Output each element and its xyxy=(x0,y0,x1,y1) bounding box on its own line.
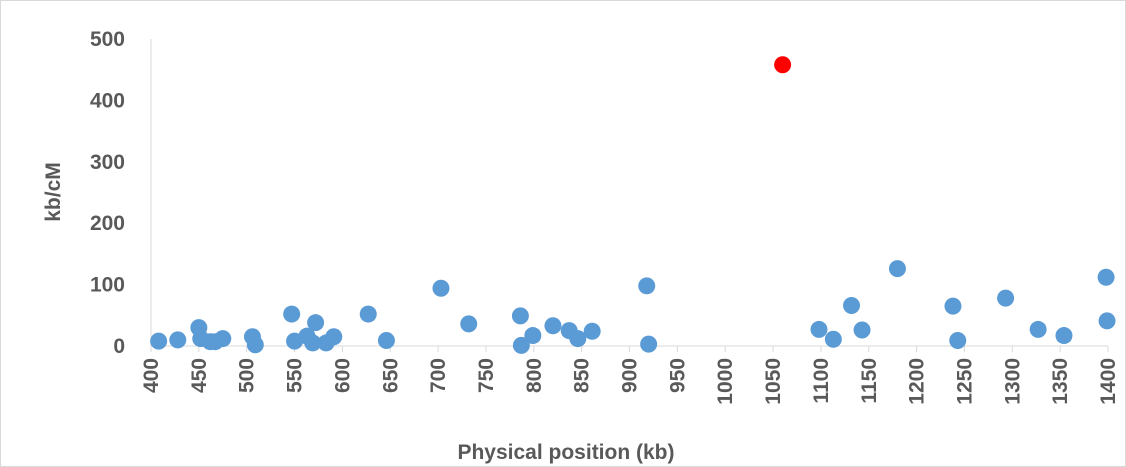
data-point xyxy=(853,321,871,339)
x-tick-label: 700 xyxy=(427,358,450,393)
data-point xyxy=(304,334,322,352)
y-axis-ticks: 0 100 200 300 400 500 xyxy=(90,28,125,358)
data-point xyxy=(640,335,658,353)
data-point xyxy=(359,305,377,323)
plot-area: 0 100 200 300 400 500 400 450 500 550 600 650 700 75… xyxy=(90,28,1120,405)
data-point xyxy=(307,314,325,332)
x-tick-label: 750 xyxy=(475,358,498,393)
x-tick-label: 1050 xyxy=(762,358,785,405)
data-point xyxy=(377,331,395,349)
y-tick-label: 500 xyxy=(90,28,125,51)
data-point xyxy=(524,327,542,345)
data-point xyxy=(1029,320,1047,338)
x-axis-title: Physical position (kb) xyxy=(457,441,674,464)
x-tick-label: 1300 xyxy=(1001,358,1024,405)
x-tick-label: 1400 xyxy=(1097,358,1120,405)
data-point xyxy=(460,315,478,333)
x-tick-label: 1350 xyxy=(1049,358,1072,405)
data-point xyxy=(544,317,562,335)
data-points xyxy=(150,56,1116,354)
data-point xyxy=(150,332,168,350)
data-point xyxy=(810,320,828,338)
data-point xyxy=(1097,268,1115,286)
x-tick-label: 900 xyxy=(619,358,642,393)
x-tick-label: 850 xyxy=(571,358,594,393)
x-tick-label: 450 xyxy=(188,358,211,393)
data-point xyxy=(1098,312,1116,330)
x-tick-label: 500 xyxy=(236,358,259,393)
data-point xyxy=(583,322,601,340)
x-tick-label: 1150 xyxy=(858,358,881,404)
data-point xyxy=(432,279,450,297)
data-point xyxy=(283,305,301,323)
x-tick-label: 1250 xyxy=(953,358,976,405)
data-point xyxy=(214,330,232,348)
x-tick-label: 1000 xyxy=(714,358,737,405)
data-point xyxy=(246,336,264,354)
data-point xyxy=(949,331,967,349)
data-point xyxy=(511,307,529,325)
x-axis-ticks: 400 450 500 550 600 650 700 750 800 850 900 950 1000… xyxy=(140,346,1120,405)
data-point xyxy=(997,289,1015,307)
x-tick-label: 1200 xyxy=(906,358,929,405)
x-tick-label: 550 xyxy=(284,358,307,393)
data-point xyxy=(569,330,587,348)
y-axis-title: kb/cM xyxy=(42,162,65,222)
x-tick-label: 600 xyxy=(331,358,354,393)
x-tick-label: 400 xyxy=(140,358,163,393)
data-point xyxy=(638,277,656,295)
data-point xyxy=(944,297,962,315)
data-point xyxy=(325,328,343,346)
data-point xyxy=(169,331,187,349)
data-point xyxy=(824,330,842,348)
x-tick-label: 650 xyxy=(379,358,402,393)
data-point xyxy=(888,260,906,278)
y-tick-label: 300 xyxy=(90,151,125,174)
data-point xyxy=(512,336,530,354)
y-tick-label: 200 xyxy=(90,212,125,235)
y-tick-label: 400 xyxy=(90,89,125,112)
x-tick-label: 800 xyxy=(523,358,546,393)
data-point xyxy=(774,56,792,74)
x-tick-label: 950 xyxy=(666,358,689,393)
x-tick-label: 1100 xyxy=(810,358,833,404)
y-tick-label: 0 xyxy=(113,335,125,358)
data-point xyxy=(1055,327,1073,345)
data-point xyxy=(843,296,861,314)
y-tick-label: 100 xyxy=(90,274,125,297)
